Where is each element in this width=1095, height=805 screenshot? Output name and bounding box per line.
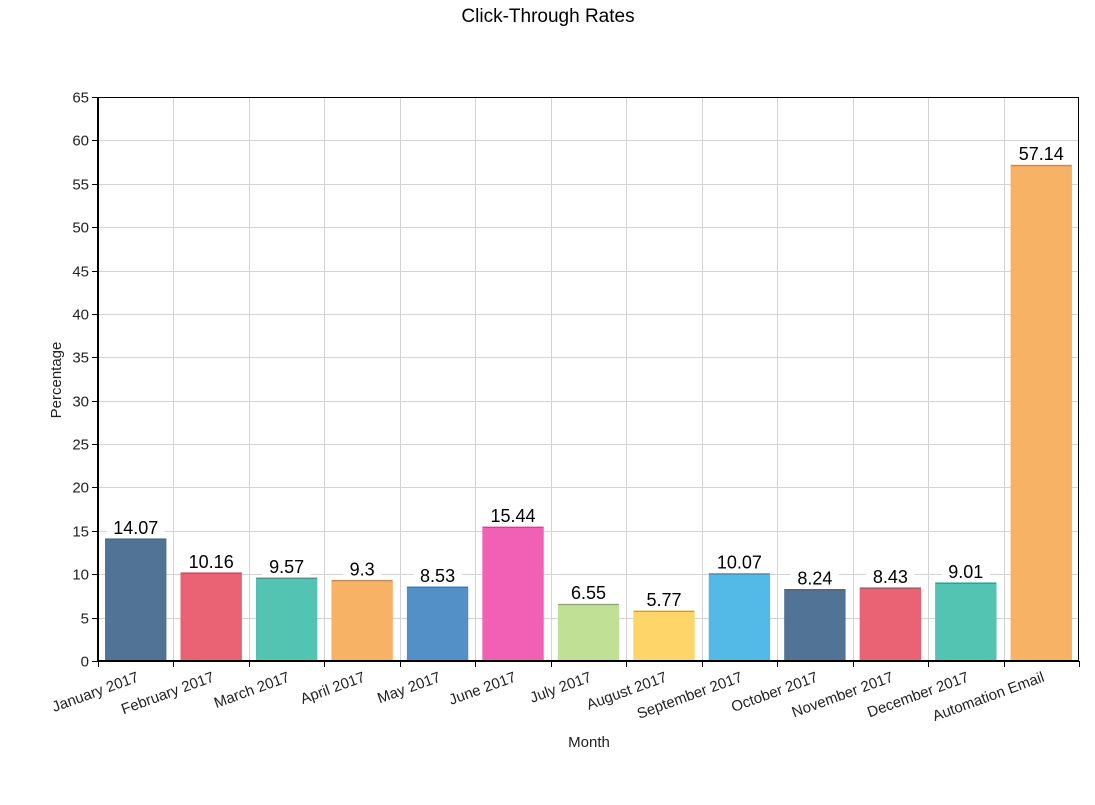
value-label: 6.55 <box>571 583 606 603</box>
value-label: 8.53 <box>420 566 455 586</box>
y-tick-label: 0 <box>81 654 89 671</box>
bar <box>633 610 695 662</box>
y-axis-title: Percentage <box>48 342 65 419</box>
y-tick-label: 65 <box>72 90 89 107</box>
value-label-bg <box>413 564 462 585</box>
bar <box>935 582 997 662</box>
value-label: 9.01 <box>948 562 983 582</box>
y-tick-label: 35 <box>72 350 89 367</box>
y-tick-label: 45 <box>72 264 89 281</box>
value-label-bg <box>106 516 165 537</box>
value-label: 15.44 <box>491 506 536 526</box>
value-label-bg <box>941 560 990 581</box>
value-label: 8.24 <box>797 569 832 589</box>
value-label-bg <box>1012 143 1071 164</box>
plot-frame <box>98 97 1079 661</box>
x-tick-label: July 2017 <box>528 669 594 707</box>
value-label: 14.07 <box>113 518 158 538</box>
x-tick-label: May 2017 <box>375 669 443 708</box>
value-label-bg <box>790 567 839 588</box>
chart-title: Click-Through Rates <box>461 6 634 27</box>
value-label-bg <box>639 588 688 609</box>
value-label-bg <box>343 558 382 579</box>
value-label: 9.57 <box>269 557 304 577</box>
y-tick-label: 20 <box>72 480 89 497</box>
value-label: 5.77 <box>646 590 681 610</box>
value-label-bg <box>262 555 311 576</box>
y-tick-label: 25 <box>72 437 89 454</box>
value-label: 57.14 <box>1019 144 1064 164</box>
y-tick-label: 30 <box>72 394 89 411</box>
y-tick-label: 5 <box>81 611 89 628</box>
value-label: 10.07 <box>717 553 762 573</box>
bar <box>180 572 242 662</box>
bar <box>482 526 544 662</box>
bar <box>105 538 167 662</box>
y-tick-label: 55 <box>72 177 89 194</box>
y-tick-label: 15 <box>72 524 89 541</box>
bar <box>406 586 469 662</box>
bar <box>331 579 393 662</box>
bar <box>557 603 620 662</box>
y-tick-label: 40 <box>72 307 89 324</box>
value-labels: 14.07 10.16 9.57 9.3 8.53 15.44 6.55 5.77 10.07 8… <box>106 143 1071 610</box>
grid <box>98 97 1079 662</box>
value-label-bg <box>484 505 543 526</box>
y-tick-label: 60 <box>72 133 89 150</box>
value-label: 9.3 <box>350 559 375 579</box>
value-label-bg <box>564 582 613 603</box>
bar <box>859 587 922 662</box>
value-label: 10.16 <box>189 552 234 572</box>
x-axis-title: Month <box>568 734 610 751</box>
bars <box>105 164 1072 662</box>
bar <box>708 573 771 662</box>
value-label-bg <box>182 550 241 571</box>
y-tick-label: 10 <box>72 567 89 584</box>
bar <box>255 577 318 662</box>
value-label-bg <box>866 565 915 586</box>
value-label-bg <box>710 551 769 572</box>
bar <box>784 589 846 662</box>
y-tick-label: 50 <box>72 220 89 237</box>
bar <box>1010 164 1072 662</box>
x-tick-label: March 2017 <box>212 669 292 712</box>
x-tick-label: June 2017 <box>447 669 519 709</box>
x-tick-label: April 2017 <box>298 669 367 708</box>
value-label: 8.43 <box>873 567 908 587</box>
